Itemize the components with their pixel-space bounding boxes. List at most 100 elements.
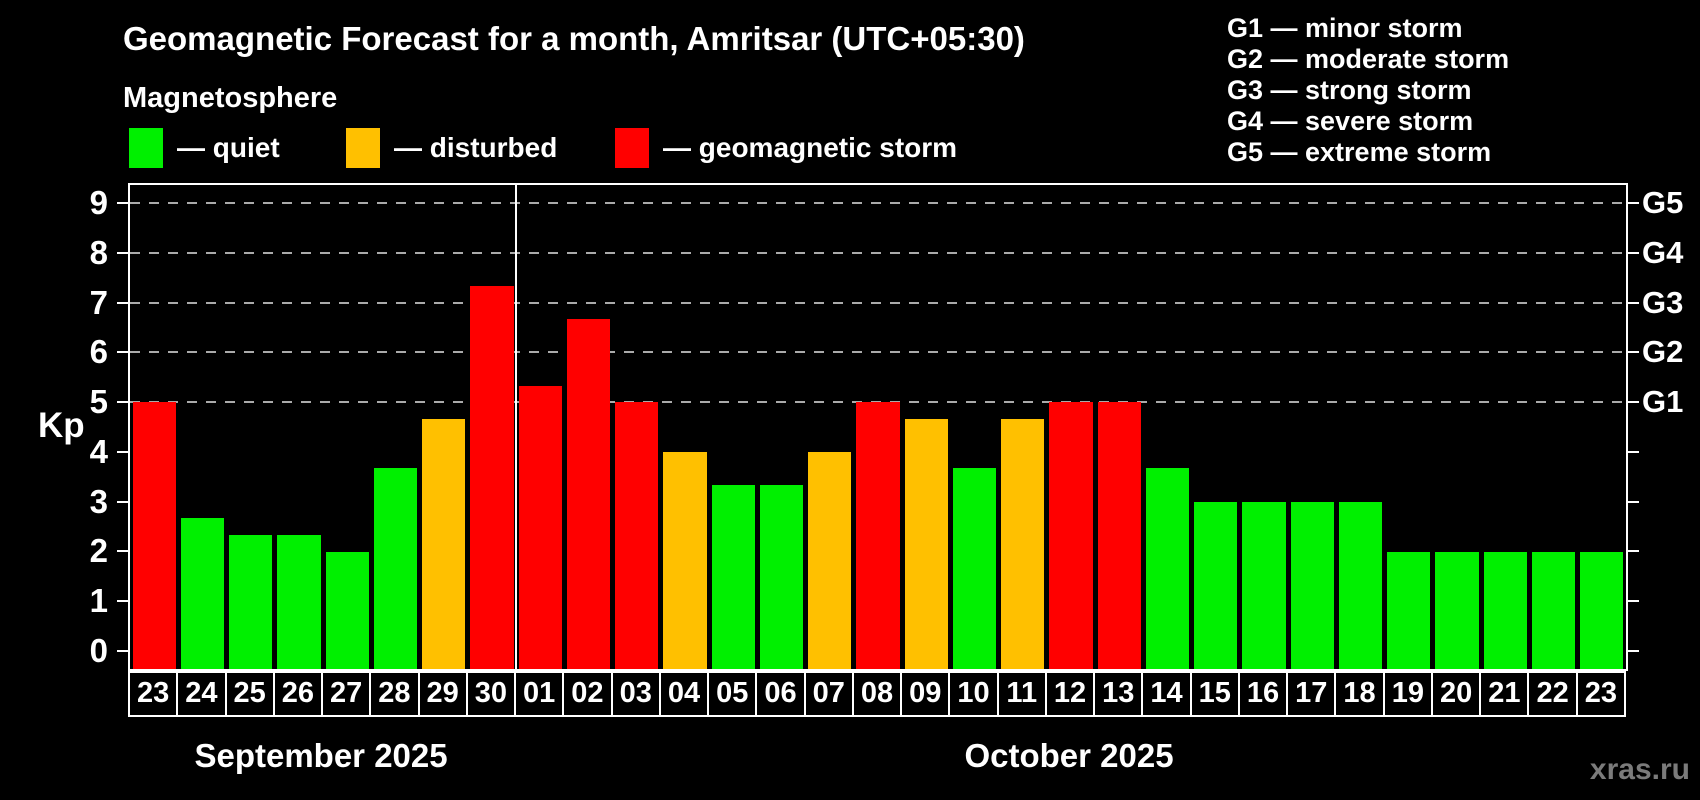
g-level-label: G4 [1642,234,1684,270]
y-axis-label: 4 [89,432,108,470]
kp-bar [470,286,514,669]
y-axis-label: 9 [89,183,108,221]
kp-bar [1387,551,1431,669]
date-cell: 20 [1430,671,1482,717]
kp-bar [663,451,707,669]
y-axis-label: 5 [89,383,108,421]
y-axis-label: 1 [89,582,108,620]
magnetosphere-legend: — quiet — disturbed — geomagnetic storm [0,127,1200,168]
g-level-label: G1 [1642,384,1684,420]
kp-bar [1145,468,1190,669]
date-cell: 17 [1286,671,1337,717]
left-axis-tick [117,600,128,603]
gridline-kp-8 [130,251,1626,254]
date-cell: 10 [948,671,999,717]
left-axis-tick [117,500,128,503]
left-axis-tick [117,401,128,404]
g-scale-item: G2 — moderate storm [1227,44,1510,74]
date-cell: 07 [803,671,854,717]
date-cell: 12 [1044,671,1096,717]
kp-bar [952,468,997,669]
legend-label-quiet: — quiet [177,131,280,163]
date-cell: 21 [1479,671,1530,717]
kp-bar [1483,551,1527,669]
y-axis-label: 6 [89,333,108,371]
chart-subtitle: Magnetosphere [123,82,338,114]
date-cell: 28 [369,671,420,717]
right-axis-tick [1628,201,1639,204]
g-level-label: G3 [1642,284,1684,320]
kp-bar [711,485,755,669]
kp-bar [1242,501,1286,669]
kp-bar [1338,501,1383,669]
month-separator-line [515,185,518,669]
left-axis-tick [117,201,128,204]
date-cell: 14 [1141,671,1192,717]
date-cell: 15 [1189,671,1240,717]
date-cell: 25 [224,671,275,717]
quiet-color-swatch [129,127,163,168]
chart-title: Geomagnetic Forecast for a month, Amrits… [123,20,1025,57]
kp-bar [759,485,804,669]
watermark: xras.ru [1589,753,1690,786]
y-axis-label: 2 [89,532,108,570]
kp-bar [422,418,466,669]
kp-bar [808,451,852,669]
y-axis-label: 0 [89,632,108,670]
month-label: September 2025 [194,737,448,774]
date-cell: 16 [1237,671,1289,717]
gridline-kp-6 [130,351,1626,354]
left-axis-tick [117,450,128,453]
date-cell: 19 [1382,671,1433,717]
g-level-label: G5 [1642,184,1684,220]
legend-item-quiet: — quiet [129,127,280,168]
kp-bar [373,468,418,669]
kp-bar [1580,551,1624,669]
date-cell: 22 [1527,671,1578,717]
g-scale-item: G4 — severe storm [1227,106,1474,136]
kp-bar [1531,551,1576,669]
kp-bar [229,535,273,669]
right-axis-tick [1628,650,1639,653]
kp-bar [1049,402,1093,669]
date-cell: 23 [1575,671,1626,717]
legend-label-storm: — geomagnetic storm [663,131,958,163]
gridline-kp-5 [130,401,1626,404]
y-axis-title: Kp [38,406,85,445]
left-axis-tick [117,301,128,304]
kp-bar [277,535,321,669]
kp-bar [1194,501,1238,669]
kp-bar [180,518,224,669]
right-axis-tick [1628,301,1639,304]
right-axis-tick [1628,351,1639,354]
kp-bar [325,551,369,669]
date-cell: 30 [465,671,517,717]
month-label: October 2025 [964,737,1174,774]
g-scale-item: G1 — minor storm [1227,13,1463,43]
legend-item-disturbed: — disturbed [346,127,557,168]
kp-bar [615,402,659,669]
legend-label-disturbed: — disturbed [394,131,558,163]
right-axis-tick [1628,450,1639,453]
g-scale-item: G3 — strong storm [1227,75,1472,105]
y-axis-label: 8 [89,233,108,271]
date-cell: 26 [272,671,324,717]
right-axis-tick [1628,500,1639,503]
kp-bar [518,385,562,669]
kp-bar [1001,418,1045,669]
date-cell: 08 [851,671,903,717]
date-cell: 24 [176,671,227,717]
date-cell: 27 [321,671,372,717]
legend-item-storm: — geomagnetic storm [615,127,957,168]
date-cell: 03 [610,671,661,717]
kp-bar [1435,551,1479,669]
date-cell: 05 [707,671,758,717]
right-axis-tick [1628,251,1639,254]
gridline-kp-9 [130,201,1626,204]
date-cell: 09 [900,671,951,717]
date-cell: 04 [658,671,710,717]
kp-bar [1097,402,1141,669]
kp-bar [904,418,948,669]
date-cell: 11 [996,671,1047,717]
